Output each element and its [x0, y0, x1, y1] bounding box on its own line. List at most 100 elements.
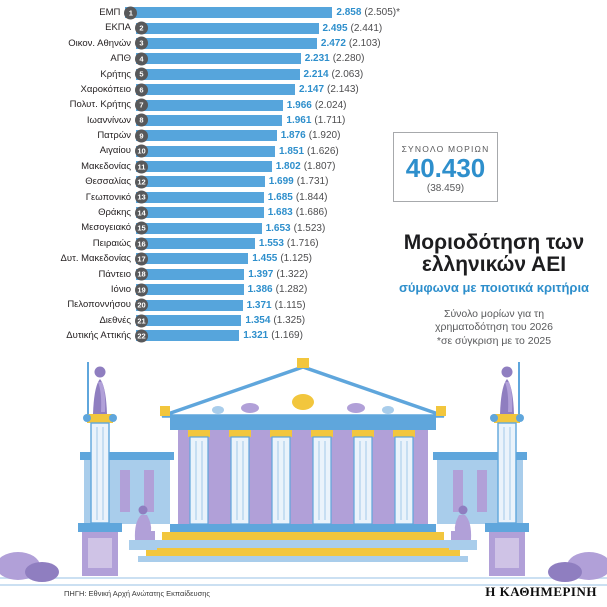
bar-row: Δυτ. Μακεδονίας 17 1.455 (1.125): [0, 251, 400, 266]
left-bush: [0, 552, 59, 582]
source-credit: ΠΗΓΗ: Εθνική Αρχή Ανώτατης Εκπαίδευσης: [64, 589, 211, 598]
university-label: Πάντειο: [98, 268, 132, 280]
bar-row: Αιγαίου 10 1.851 (1.626): [0, 144, 400, 159]
score-bar: [136, 315, 242, 326]
rank-badge: 10: [135, 144, 148, 158]
score-bar: [136, 330, 240, 342]
score-value: 1.386: [247, 284, 273, 296]
score-bar: [136, 222, 262, 234]
right-bush: [548, 552, 607, 582]
bar-track: 14 1.683 (1.686): [135, 206, 400, 220]
bar-track: 15 1.653 (1.523): [135, 221, 400, 235]
university-label: Κρήτης: [100, 68, 131, 80]
score-value: 1.699: [268, 176, 294, 188]
bar-track: 13 1.685 (1.844): [135, 190, 400, 204]
rank-badge: 2: [135, 21, 148, 35]
university-label: Μεσογειακό: [81, 222, 131, 234]
previous-score-value: (2.280): [332, 53, 365, 65]
score-value: 1.876: [280, 130, 306, 142]
previous-score-value: (1.322): [276, 268, 309, 280]
bar-row: Πάντειο 18 1.397 (1.322): [0, 267, 400, 282]
previous-score-value: (2.441): [350, 22, 383, 34]
previous-score-value: (1.169): [271, 330, 303, 342]
previous-score-value: (1.325): [273, 315, 306, 326]
total-box-previous-value: (38.459): [426, 183, 465, 195]
score-bar: [136, 145, 275, 157]
previous-score-value: (2.143): [327, 84, 359, 96]
score-bar: [136, 53, 301, 65]
bar-row: Γεωπονικό 13 1.685 (1.844): [0, 190, 400, 205]
university-label: Πολυτ. Κρήτης: [69, 99, 131, 111]
score-value: 1.685: [267, 191, 293, 203]
bar-track: 3 2.472 (2.103): [135, 36, 400, 50]
previous-score-value: (1.626): [307, 145, 339, 157]
score-bar: [136, 84, 295, 96]
previous-score-value: (1.731): [296, 176, 329, 188]
rank-badge: 12: [135, 175, 148, 189]
rank-badge: 1: [124, 6, 138, 20]
rank-badge: 4: [135, 52, 148, 66]
bar-row: ΕΜΠ 1 2.858 (2.505)*: [0, 5, 400, 20]
title-block: Μοριοδότηση των ελληνικών ΑΕΙ σύμφωνα με…: [381, 231, 607, 348]
university-bar-chart: ΕΜΠ 1 2.858 (2.505)* ΕΚΠΑ 2 2.495 (2.441) Οικον.…: [0, 5, 400, 344]
bar-row: Χαροκόπειο 6 2.147 (2.143): [0, 82, 400, 97]
total-points-box: ΣΥΝΟΛΟ ΜΟΡΙΩΝ 40.430 (38.459): [393, 132, 498, 202]
university-label: Χαροκόπειο: [80, 83, 131, 95]
bar-row: Μακεδονίας 11 1.802 (1.807): [0, 159, 400, 174]
score-bar: [136, 161, 272, 173]
bar-track: 19 1.386 (1.282): [135, 283, 400, 297]
rank-badge: 17: [135, 252, 148, 266]
university-label: Δυτ. Μακεδονίας: [60, 253, 131, 265]
chart-subtitle: σύμφωνα με ποιοτικά κριτήρια: [398, 279, 590, 295]
rank-badge: 22: [135, 329, 148, 343]
previous-score-value: (1.686): [295, 207, 328, 219]
bar-row: Διεθνές 21 1.354 (1.325): [0, 313, 400, 328]
bar-row: Κρήτης 5 2.214 (2.063): [0, 67, 400, 82]
score-bar: [136, 114, 283, 126]
rank-badge: 21: [135, 314, 148, 327]
previous-score-value: (1.125): [280, 253, 313, 265]
university-label: ΕΚΠΑ: [105, 22, 131, 34]
note-line-funding: Σύνολο μορίων για τη χρηματοδότηση του 2…: [435, 307, 553, 334]
rank-badge: 13: [135, 190, 148, 204]
bar-track: 22 1.321 (1.169): [135, 329, 400, 343]
score-value: 1.553: [258, 238, 284, 250]
score-value: 2.147: [299, 84, 325, 96]
bar-track: 12 1.699 (1.731): [135, 175, 400, 189]
score-value: 1.354: [245, 315, 271, 326]
rank-badge: 14: [135, 206, 148, 220]
previous-score-value: (1.807): [303, 161, 336, 173]
bar-row: Πελοποννήσου 20 1.371 (1.115): [0, 297, 400, 312]
rank-badge: 15: [135, 221, 148, 235]
university-label: Πειραιώς: [92, 237, 131, 249]
score-bar: [136, 207, 264, 219]
ground: [0, 577, 607, 586]
university-label: Μακεδονίας: [81, 160, 131, 172]
total-box-title: ΣΥΝΟΛΟ ΜΟΡΙΩΝ: [401, 144, 490, 154]
score-value: 1.371: [246, 299, 272, 311]
bar-track: 7 1.966 (2.024): [135, 98, 400, 112]
score-bar: [136, 268, 245, 280]
bar-row: ΑΠΘ 4 2.231 (2.280): [0, 51, 400, 66]
university-label: Πελοποννήσου: [67, 299, 131, 311]
bar-track: 20 1.371 (1.115): [135, 298, 400, 312]
rank-badge: 9: [135, 129, 148, 143]
score-bar: [136, 99, 283, 111]
score-bar: [136, 130, 277, 142]
rank-badge: 16: [135, 237, 148, 251]
score-value: 1.455: [252, 253, 278, 265]
previous-score-value: (1.716): [286, 238, 319, 250]
score-value: 1.397: [248, 268, 274, 280]
bar-track: 1 2.858 (2.505)*: [124, 6, 400, 20]
previous-score-value: (2.505)*: [364, 7, 400, 19]
score-value: 1.653: [265, 222, 291, 234]
score-bar: [136, 37, 317, 49]
rank-badge: 7: [135, 98, 148, 112]
right-statue-column: [484, 362, 530, 577]
newspaper-logo: Η ΚΑΘΗΜΕΡΙΝΗ: [485, 584, 597, 599]
score-value: 2.472: [320, 37, 346, 49]
score-bar: [136, 299, 243, 311]
score-bar: [136, 238, 255, 250]
previous-score-value: (1.282): [275, 284, 308, 296]
